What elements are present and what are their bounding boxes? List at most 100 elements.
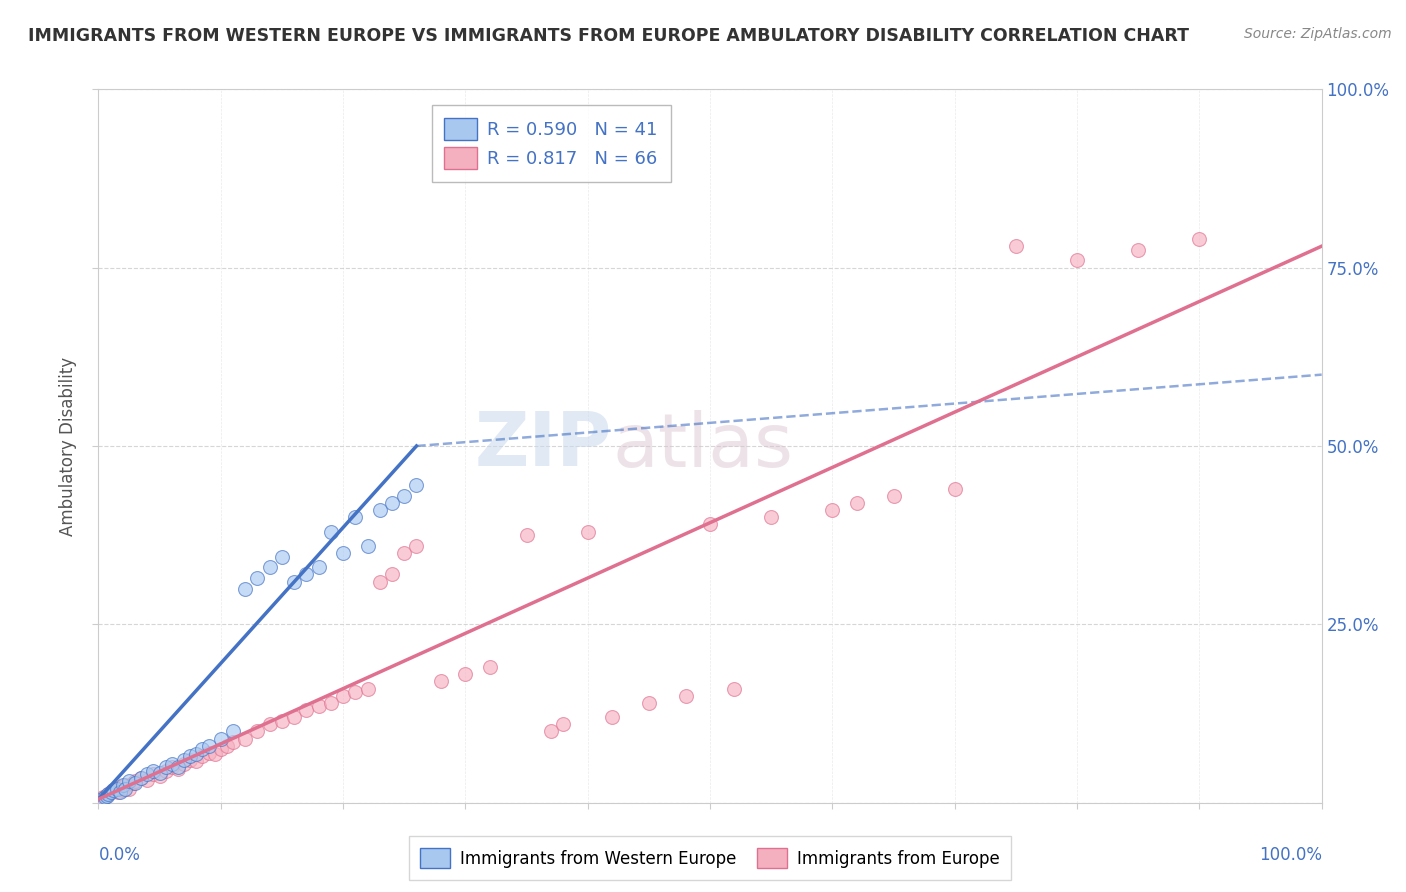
Point	[270, 714, 294, 728]
Point	[405, 539, 427, 553]
Point	[295, 567, 318, 582]
Point	[516, 528, 538, 542]
Point	[332, 546, 354, 560]
Point	[149, 769, 172, 783]
Point	[111, 778, 134, 792]
Text: 100.0%: 100.0%	[1258, 846, 1322, 863]
Point	[197, 739, 219, 753]
Point	[821, 503, 844, 517]
Point	[191, 749, 214, 764]
Point	[405, 478, 427, 492]
Point	[368, 503, 391, 517]
Point	[259, 717, 281, 731]
Point	[173, 753, 195, 767]
Point	[129, 771, 152, 785]
Text: ZIP: ZIP	[475, 409, 612, 483]
Point	[124, 776, 146, 790]
Point	[308, 560, 330, 574]
Point	[114, 781, 136, 796]
Point	[356, 681, 378, 696]
Point	[675, 689, 697, 703]
Point	[270, 549, 294, 564]
Point	[96, 789, 118, 803]
Point	[553, 717, 575, 731]
Point	[111, 783, 134, 797]
Point	[160, 756, 183, 771]
Point	[283, 574, 305, 589]
Point	[110, 785, 132, 799]
Point	[91, 792, 114, 806]
Point	[90, 793, 112, 807]
Point	[222, 724, 245, 739]
Point	[600, 710, 623, 724]
Point	[179, 753, 201, 767]
Point	[222, 735, 245, 749]
Point	[179, 749, 201, 764]
Point	[93, 790, 115, 805]
Point	[104, 781, 127, 796]
Point	[124, 774, 146, 789]
Point	[454, 667, 477, 681]
Point	[114, 778, 136, 792]
Text: Source: ZipAtlas.com: Source: ZipAtlas.com	[1244, 27, 1392, 41]
Point	[943, 482, 966, 496]
Point	[101, 783, 124, 797]
Point	[100, 785, 122, 799]
Point	[118, 781, 141, 796]
Point	[186, 755, 208, 769]
Text: 0.0%: 0.0%	[98, 846, 141, 863]
Point	[699, 517, 721, 532]
Point	[155, 764, 177, 778]
Point	[186, 747, 208, 762]
Point	[392, 489, 416, 503]
Point	[233, 582, 256, 596]
Point	[1066, 253, 1088, 268]
Point	[94, 789, 117, 803]
Point	[197, 746, 219, 760]
Point	[110, 780, 132, 794]
Point	[209, 742, 232, 756]
Point	[107, 785, 129, 799]
Point	[308, 699, 330, 714]
Point	[259, 560, 281, 574]
Point	[332, 689, 354, 703]
Point	[761, 510, 783, 524]
Y-axis label: Ambulatory Disability: Ambulatory Disability	[59, 357, 77, 535]
Point	[576, 524, 599, 539]
Point	[155, 760, 177, 774]
Point	[204, 747, 226, 762]
Point	[246, 724, 269, 739]
Point	[91, 790, 114, 805]
Point	[149, 765, 172, 780]
Point	[344, 685, 367, 699]
Point	[283, 710, 305, 724]
Point	[430, 674, 453, 689]
Point	[540, 724, 562, 739]
Point	[173, 756, 195, 771]
Point	[142, 767, 165, 781]
Point	[118, 774, 141, 789]
Point	[478, 660, 501, 674]
Point	[129, 771, 152, 785]
Point	[295, 703, 318, 717]
Text: IMMIGRANTS FROM WESTERN EUROPE VS IMMIGRANTS FROM EUROPE AMBULATORY DISABILITY C: IMMIGRANTS FROM WESTERN EUROPE VS IMMIGR…	[28, 27, 1189, 45]
Point	[1188, 232, 1211, 246]
Point	[97, 787, 120, 801]
Point	[142, 764, 165, 778]
Point	[191, 742, 214, 756]
Point	[121, 776, 143, 790]
Point	[160, 760, 183, 774]
Point	[381, 496, 404, 510]
Point	[215, 739, 238, 753]
Point	[136, 772, 159, 787]
Point	[1004, 239, 1026, 253]
Point	[319, 696, 342, 710]
Point	[638, 696, 661, 710]
Point	[381, 567, 404, 582]
Legend: Immigrants from Western Europe, Immigrants from Europe: Immigrants from Western Europe, Immigran…	[409, 837, 1011, 880]
Text: atlas: atlas	[612, 409, 793, 483]
Point	[136, 767, 159, 781]
Point	[344, 510, 367, 524]
Point	[368, 574, 391, 589]
Point	[883, 489, 905, 503]
